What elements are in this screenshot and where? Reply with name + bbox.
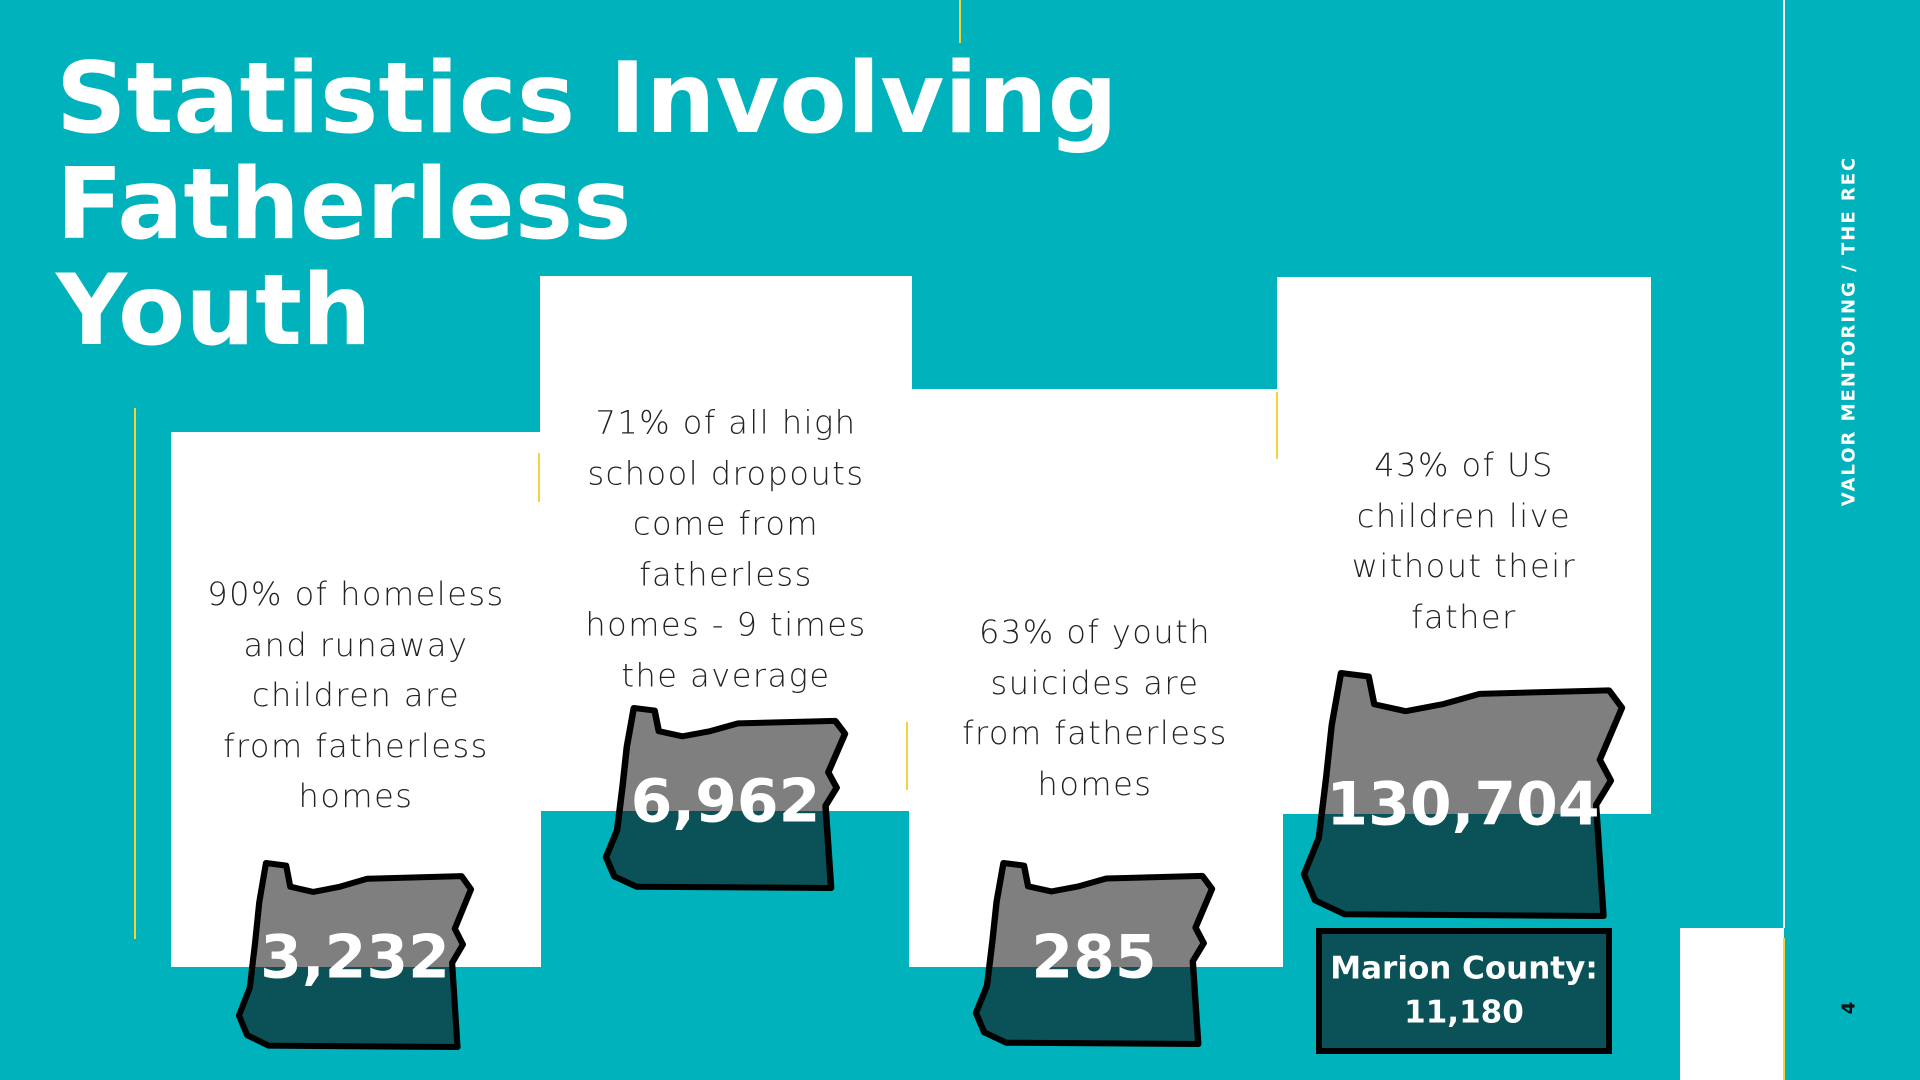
- card: [171, 432, 541, 967]
- title: Statistics Involving Fatherless Youth: [56, 46, 1118, 364]
- shape-bottom: [606, 811, 845, 888]
- stat-text: 43% of US children live without their fa…: [1351, 446, 1577, 636]
- card: [909, 389, 1283, 967]
- stat-text: 71% of all high school dropouts come fro…: [585, 403, 867, 695]
- stat-text: 63% of youth suicides are from fatherles…: [962, 613, 1228, 803]
- card: [540, 276, 912, 811]
- county-box: [1316, 928, 1612, 1054]
- county-number: 11,180: [1404, 995, 1524, 1031]
- title-line: Fatherless: [56, 148, 632, 262]
- state-shape: [1304, 673, 1622, 916]
- title-line: Statistics Involving: [56, 42, 1118, 156]
- stat-number: 130,704: [1326, 770, 1599, 840]
- page-number: 4: [1838, 1001, 1860, 1015]
- stat-text: 90% of homeless and runaway children are…: [207, 574, 505, 815]
- title-line: Youth: [56, 254, 372, 368]
- stat-number: 285: [1031, 923, 1156, 993]
- shape-bottom: [239, 967, 471, 1047]
- corner-box: [1680, 928, 1784, 1080]
- county-label: Marion County:: [1330, 951, 1597, 987]
- shape-bottom: [1304, 814, 1622, 916]
- shape-bottom: [976, 967, 1212, 1044]
- stat-number: 6,962: [631, 767, 821, 837]
- stat-number: 3,232: [260, 923, 450, 993]
- side-label: VALOR MENTORING / THE REC: [1838, 155, 1860, 507]
